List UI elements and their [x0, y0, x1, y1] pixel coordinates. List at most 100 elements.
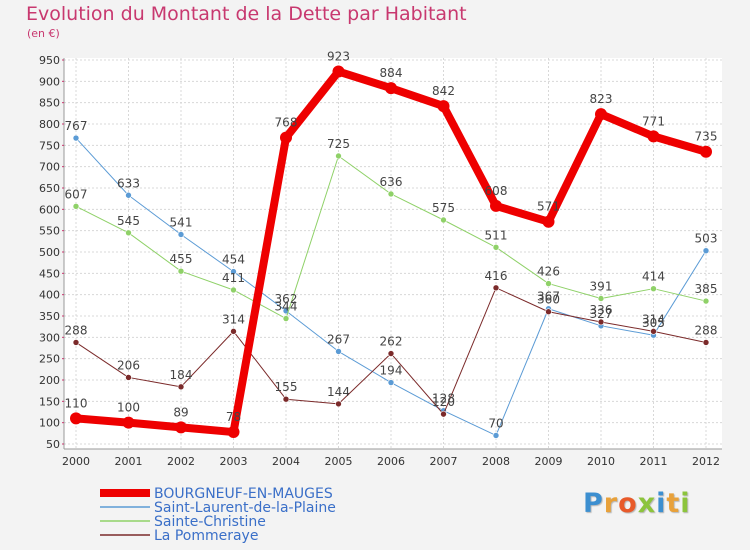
y-tick-label: 500 — [39, 246, 60, 259]
data-point — [122, 416, 135, 429]
data-point — [440, 410, 447, 418]
y-tick-label: 750 — [39, 139, 60, 152]
y-tick-label: 200 — [39, 374, 60, 387]
data-label: 571 — [537, 200, 560, 214]
data-label: 823 — [590, 92, 613, 106]
y-tick-label: 450 — [39, 267, 60, 280]
x-tick-label: 2010 — [587, 455, 615, 468]
data-point — [387, 350, 395, 357]
y-tick-label: 850 — [39, 97, 60, 110]
data-label: 336 — [590, 303, 613, 317]
legend-label: Sainte-Christine — [154, 514, 266, 530]
data-label: 184 — [170, 368, 193, 382]
x-tick-label: 2009 — [535, 455, 563, 468]
legend-label: BOURGNEUF-EN-MAUGES — [154, 486, 333, 502]
y-tick-label: 150 — [39, 395, 60, 408]
data-label: 503 — [695, 232, 718, 246]
series-bourgneuf-en-mauges — [70, 65, 712, 439]
data-label: 842 — [432, 84, 455, 98]
data-point — [282, 315, 290, 322]
data-point — [72, 203, 80, 210]
data-label: 362 — [275, 292, 298, 306]
data-label: 454 — [222, 253, 245, 267]
data-label: 725 — [327, 137, 350, 151]
data-label: 314 — [222, 312, 245, 326]
data-point — [230, 328, 237, 335]
legend-item-la-pommeraye: La Pommeraye — [100, 528, 258, 544]
data-point — [545, 280, 552, 287]
x-tick-label: 2007 — [430, 455, 458, 468]
series-la-pommeraye — [72, 284, 710, 418]
data-label: 144 — [327, 385, 350, 399]
legend-label: La Pommeraye — [154, 528, 258, 544]
data-labels: 767 633 541 454 362 267 194 128 70 367 327 305 503 60… — [65, 50, 718, 431]
x-tick-label: 2001 — [115, 455, 143, 468]
data-label: 511 — [485, 228, 508, 242]
y-tick-label: 50 — [46, 438, 60, 451]
data-point — [175, 421, 187, 434]
grid-lines — [64, 58, 722, 449]
data-label: 128 — [432, 392, 455, 406]
data-label: 70 — [488, 416, 503, 430]
logo-letter: o — [618, 488, 638, 519]
data-label: 923 — [327, 50, 350, 64]
data-point — [177, 383, 185, 391]
data-point — [125, 229, 132, 237]
data-label: 327 — [590, 307, 613, 321]
data-label: 767 — [65, 119, 88, 133]
y-tick-label: 800 — [39, 118, 60, 131]
data-point — [72, 339, 80, 346]
series-sainte-christine — [72, 152, 710, 322]
x-tick-label: 2005 — [325, 455, 353, 468]
x-tick-label: 2002 — [167, 455, 195, 468]
data-point — [492, 244, 500, 251]
data-point — [437, 100, 450, 113]
data-label: 575 — [432, 201, 455, 215]
data-point — [702, 297, 710, 305]
data-label: 414 — [642, 270, 665, 284]
data-point — [597, 318, 605, 326]
data-label: 194 — [380, 364, 403, 378]
x-tick-label: 2000 — [62, 455, 90, 468]
data-label: 367 — [537, 290, 560, 304]
x-tick-label: 2008 — [482, 455, 510, 468]
data-label: 735 — [695, 130, 718, 144]
y-tick-label: 950 — [39, 54, 60, 67]
data-point — [387, 379, 395, 386]
y-tick-label: 700 — [39, 161, 60, 174]
data-point — [385, 82, 397, 95]
logo-letter: P — [583, 488, 604, 519]
data-label: 288 — [65, 323, 88, 337]
proxiti-logo: Proxiti — [583, 488, 691, 519]
data-label: 100 — [117, 401, 140, 415]
series-group — [70, 65, 712, 439]
data-point — [492, 432, 500, 439]
data-label: 262 — [380, 335, 403, 349]
legend-item-bourgneuf-en-mauges: BOURGNEUF-EN-MAUGES — [100, 486, 333, 502]
data-point — [702, 247, 710, 255]
series-saint-laurent-de-la-plaine — [72, 134, 710, 439]
legend-label: Saint-Laurent-de-la-Plaine — [154, 500, 336, 516]
plot-area — [64, 58, 722, 449]
data-point — [335, 400, 342, 408]
y-tick-label: 600 — [39, 203, 60, 216]
data-label: 545 — [117, 214, 140, 228]
data-point — [332, 65, 345, 78]
y-tick-label: 550 — [39, 225, 60, 238]
legend-item-sainte-christine: Sainte-Christine — [100, 514, 266, 530]
logo-letter: i — [680, 488, 691, 519]
data-label: 288 — [695, 323, 718, 337]
logo-letter: t — [666, 488, 681, 519]
x-tick-label: 2004 — [272, 455, 300, 468]
data-label: 416 — [485, 269, 508, 283]
data-point — [387, 190, 395, 198]
data-point — [177, 267, 185, 275]
data-label: 771 — [642, 114, 665, 128]
data-label: 360 — [537, 293, 560, 307]
logo-letter: x — [637, 488, 657, 519]
data-point — [125, 191, 132, 199]
legend-item-saint-laurent-de-la-plaine: Saint-Laurent-de-la-Plaine — [100, 500, 336, 516]
data-label: 768 — [275, 116, 298, 130]
data-label: 426 — [537, 265, 560, 279]
data-label: 155 — [275, 380, 298, 394]
